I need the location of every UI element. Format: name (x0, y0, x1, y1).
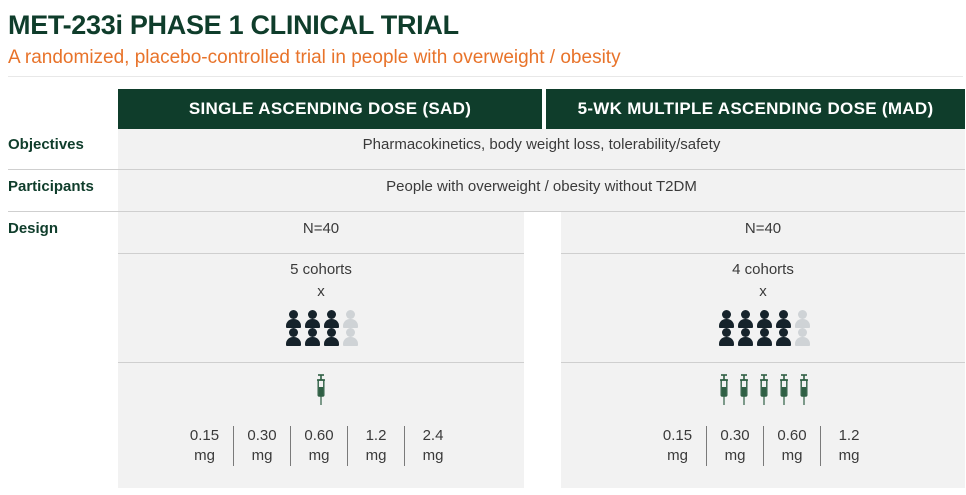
shared-rows-panel (118, 129, 965, 212)
person-icon (736, 310, 755, 328)
syringe-icon (317, 374, 325, 405)
dose-unit: mg (365, 447, 387, 464)
dose-unit: mg (724, 447, 746, 464)
dose-unit: mg (251, 447, 273, 464)
syringe-icon (720, 374, 728, 405)
sad-times: x (317, 283, 325, 300)
dose-value: 0.15 (189, 427, 220, 444)
page-subtitle: A randomized, placebo-controlled trial i… (8, 47, 621, 68)
mad-cohort-people (717, 310, 812, 346)
dose-item: 0.60 mg (763, 426, 820, 466)
mad-divider (561, 362, 965, 363)
sad-cohort-people (284, 310, 360, 346)
person-icon (717, 310, 736, 328)
sad-dose-list: 0.15 mg 0.30 mg 0.60 mg 1.2 mg 2.4 mg (176, 426, 461, 466)
person-icon (774, 328, 793, 346)
mad-n: N=40 (744, 220, 782, 237)
syringe-icon (800, 374, 808, 405)
person-icon (303, 328, 322, 346)
sad-divider (118, 253, 524, 254)
sad-cohorts: 5 cohorts (290, 261, 352, 278)
person-icon (284, 310, 303, 328)
objectives-value: Pharmacokinetics, body weight loss, tole… (362, 136, 721, 153)
dose-item: 0.15 mg (649, 426, 706, 466)
mad-divider (561, 253, 965, 254)
dose-unit: mg (838, 447, 860, 464)
sad-design-panel (118, 212, 524, 488)
sad-n: N=40 (302, 220, 340, 237)
sad-divider (118, 362, 524, 363)
dose-value: 0.60 (777, 427, 807, 444)
title-divider (8, 76, 963, 77)
page-title: MET-233i PHASE 1 CLINICAL TRIAL (8, 10, 459, 40)
mad-injections (718, 374, 810, 406)
syringe-icon (760, 374, 768, 405)
person-icon (303, 310, 322, 328)
dose-value: 0.60 (304, 427, 334, 444)
dose-value: 0.15 (662, 427, 693, 444)
row-divider (8, 169, 965, 170)
dose-value: 2.4 (422, 427, 444, 444)
person-icon (736, 328, 755, 346)
person-icon (284, 328, 303, 346)
dose-item: 0.15 mg (176, 426, 233, 466)
placebo-person-icon (341, 328, 360, 346)
person-icon (717, 328, 736, 346)
participants-value: People with overweight / obesity without… (386, 178, 697, 195)
dose-item: 2.4 mg (404, 426, 461, 466)
dose-value: 1.2 (365, 427, 387, 444)
row-label-objectives: Objectives (8, 136, 84, 153)
dose-unit: mg (194, 447, 215, 464)
placebo-person-icon (793, 328, 812, 346)
dose-item: 1.2 mg (347, 426, 404, 466)
dose-item: 0.60 mg (290, 426, 347, 466)
placebo-person-icon (793, 310, 812, 328)
placebo-person-icon (341, 310, 360, 328)
mad-cohorts: 4 cohorts (732, 261, 794, 278)
row-label-design: Design (8, 220, 59, 237)
dose-item: 1.2 mg (820, 426, 877, 466)
syringe-icon (740, 374, 748, 405)
dose-unit: mg (781, 447, 803, 464)
mad-times: x (759, 283, 767, 300)
row-divider (8, 211, 965, 212)
syringe-icon (780, 374, 788, 405)
person-icon (755, 328, 774, 346)
dose-item: 0.30 mg (706, 426, 763, 466)
mad-dose-list: 0.15 mg 0.30 mg 0.60 mg 1.2 mg (649, 426, 877, 466)
dose-item: 0.30 mg (233, 426, 290, 466)
dose-value: 1.2 (838, 427, 860, 444)
column-header-sad: SINGLE ASCENDING DOSE (SAD) (118, 89, 542, 129)
column-header-mad: 5-WK MULTIPLE ASCENDING DOSE (MAD) (546, 89, 965, 129)
person-icon (774, 310, 793, 328)
dose-unit: mg (422, 447, 444, 464)
row-label-participants: Participants (8, 178, 94, 195)
dose-value: 0.30 (720, 427, 750, 444)
dose-value: 0.30 (247, 427, 277, 444)
dose-unit: mg (667, 447, 688, 464)
dose-unit: mg (308, 447, 330, 464)
person-icon (322, 328, 341, 346)
sad-injections (315, 374, 327, 406)
person-icon (755, 310, 774, 328)
person-icon (322, 310, 341, 328)
